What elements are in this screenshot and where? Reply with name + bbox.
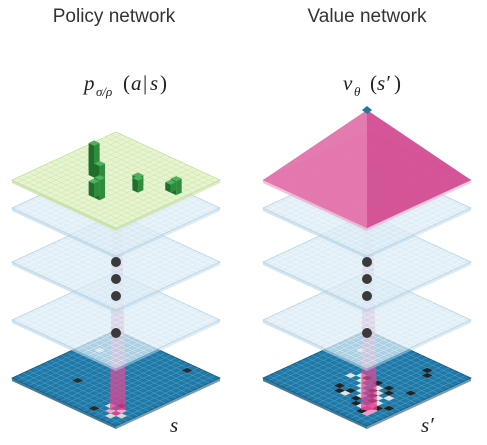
value-hidden-layer-2-edge-left [263,262,367,313]
probability-bar-top [88,140,100,146]
value-input-board-edge-left [263,378,367,429]
probability-bar-side-right [137,178,144,193]
policy-probability-bars [88,140,182,201]
probability-bar-side-left [165,182,171,193]
policy-input-label: s [170,413,178,437]
policy-formula-open: ( [123,71,130,95]
white-stone [345,372,357,378]
white-stone [383,395,395,401]
black-stone [350,395,362,401]
black-stone [383,390,395,396]
black-stone [72,378,84,384]
probability-bar-top [165,179,177,185]
ellipsis-dot-4 [111,328,121,338]
policy-hidden-layer-3-edge-right [116,208,220,259]
policy-output-layer-edge-left [12,180,116,231]
policy-hidden-layer-2-edge-left [12,262,116,313]
value-formula: v θ ( s′ ) [343,71,401,99]
policy-formula-close: ) [160,71,167,95]
pyramid-face-front-right [367,110,471,228]
value-network-stack [262,106,472,429]
black-stone [181,367,193,373]
probability-bar [88,178,100,198]
policy-input-board-edge-right [116,378,220,429]
policy-output-layer-edge-right [116,180,220,231]
policy-input-board-edge-left [12,378,116,429]
value-formula-v: v [343,71,353,95]
white-stone [339,390,351,396]
probability-bar [165,179,177,193]
value-hidden-layer-3-edge-left [263,208,367,259]
probability-bar-top [170,176,182,182]
black-stone [334,388,346,394]
black-stone [421,372,433,378]
probability-bar-top [88,178,100,184]
policy-formula-a: a [131,71,142,95]
pyramid-face-front-left [263,110,367,228]
policy-hidden-layer-2-edge-right [116,262,220,313]
highlight-cell [110,410,122,416]
highlight-cell [361,410,373,416]
probability-bar-top [94,175,106,181]
white-stone [116,413,127,419]
value-hidden-layer-2-edge-right [367,262,471,313]
ellipsis-dot-1 [111,257,121,267]
value-formula-open: ( [370,71,377,95]
black-stone [383,385,395,391]
probability-bar-top [132,172,144,178]
value-output-layer-edge-right [367,180,471,231]
ellipsis-dot-1 [362,257,372,267]
probability-bar [132,175,144,193]
black-stone [88,405,100,411]
white-stone [105,413,116,419]
highlight-cell [105,408,116,414]
policy-hidden-layer-3-edge-left [12,208,116,259]
value-scalar-output [362,106,372,114]
policy-formula-p: p [82,71,95,95]
probability-bar-side-left [88,142,95,178]
value-hidden-layer-3-edge-right [367,208,471,259]
value-input-label: s′ [421,413,434,437]
black-stone [350,400,362,406]
value-formula-subscript: θ [354,84,361,99]
policy-hidden-layer-1-edge-right [116,320,220,371]
ellipsis-dot-4 [362,328,372,338]
probability-bar-side-right [94,181,100,198]
black-stone [334,383,346,389]
policy-output-layer [11,131,221,231]
probability-bar-side-right [170,182,177,193]
policy-hidden-layer-1-edge-left [12,320,116,371]
probability-bar-side-right [176,178,182,196]
value-output-layer-edge-left [263,180,367,231]
value-formula-s: s′ [377,71,390,95]
ellipsis-dot-3 [111,291,121,301]
black-stone [383,405,395,411]
value-pyramid [263,110,471,228]
probability-bar-top [94,160,106,166]
policy-formula-subscript: σ/ρ [96,84,112,99]
value-hidden-layer-1-edge-right [367,320,471,371]
policy-hidden-layer-2-grid [17,216,215,308]
value-formula-close: ) [394,71,401,95]
black-stone [405,390,417,396]
value-hidden-layer-1-edge-left [263,320,367,371]
ellipsis-dot-3 [362,291,372,301]
probability-bar-side-left [88,181,95,198]
ellipsis-dot-2 [111,274,121,284]
probability-bar-side-left [132,178,138,193]
policy-network-stack [11,131,221,429]
value-network-title: Value network [308,6,427,27]
probability-bar-top [132,175,144,181]
policy-formula: p σ/ρ ( a | s ) [82,71,167,99]
policy-network-title: Policy network [53,6,176,27]
black-stone [421,367,433,373]
ellipsis-dot-2 [362,274,372,284]
policy-formula-s: s [150,71,158,95]
probability-bar-side-right [99,177,106,201]
policy-formula-bar: | [143,71,147,95]
value-input-board-edge-right [367,378,471,429]
